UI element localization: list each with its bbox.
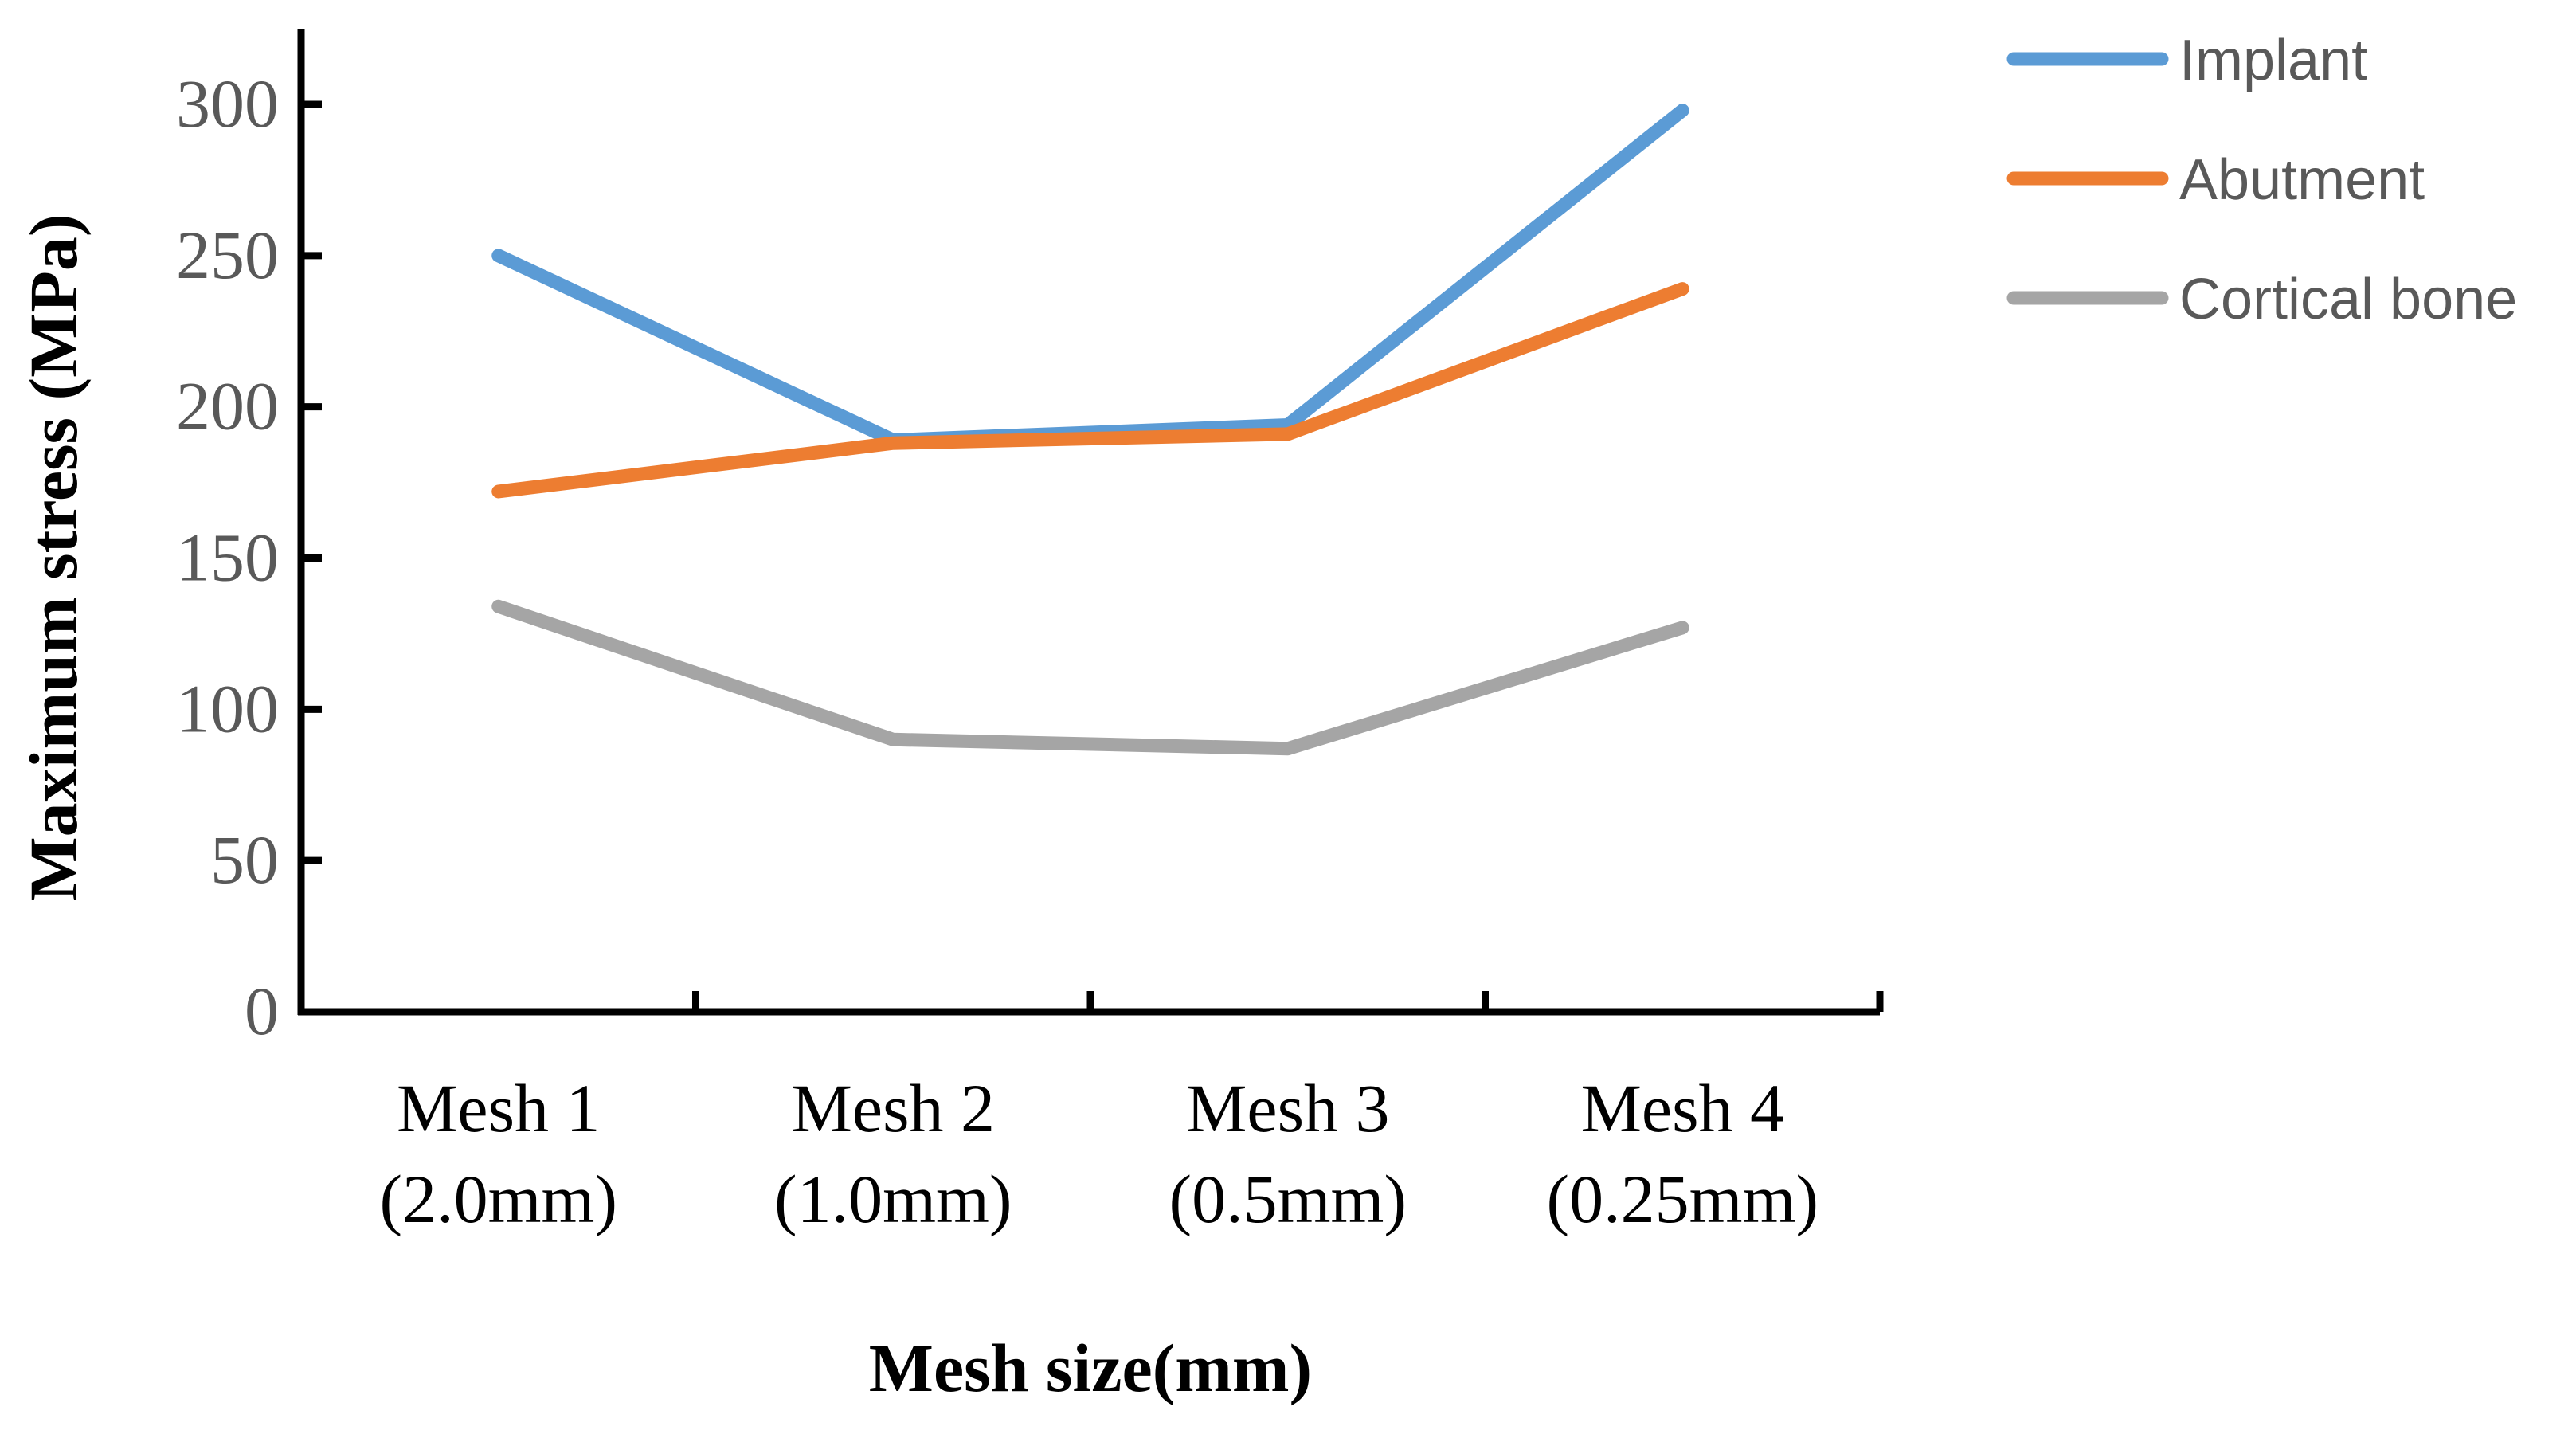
x-category-label: (1.0mm): [774, 1161, 1012, 1237]
series-lines: [491, 104, 1689, 756]
y-axis-ticks: 0 50 100 150 200 250 300: [176, 65, 322, 1049]
series-implant: [491, 104, 1689, 447]
x-category-label: (0.5mm): [1169, 1161, 1407, 1237]
series-line: [491, 104, 1689, 447]
x-axis-category-labels: Mesh 1 (2.0mm) Mesh 2 (1.0mm) Mesh 3 (0.5mm) M…: [379, 1070, 1818, 1237]
legend-item: Abutment: [2006, 148, 2425, 212]
y-tick-label: 50: [210, 821, 279, 898]
legend-label: Abutment: [2179, 148, 2425, 212]
y-axis-title: Maximum stress (MPa): [15, 214, 92, 902]
series-cortical-bone: [491, 599, 1689, 756]
y-tick-label: 250: [176, 217, 279, 293]
x-axis-title: Mesh size(mm): [869, 1330, 1312, 1406]
x-category-label: Mesh 3: [1186, 1070, 1390, 1146]
series-line: [491, 599, 1689, 756]
x-category-label: (2.0mm): [379, 1161, 617, 1237]
y-tick-label: 0: [245, 973, 279, 1049]
y-tick-label: 100: [176, 670, 279, 746]
y-tick-label: 200: [176, 368, 279, 445]
x-category-label: Mesh 1: [397, 1070, 601, 1146]
y-tick-label: 300: [176, 65, 279, 142]
legend: Implant Abutment Cortical bone: [2006, 29, 2517, 331]
legend-label: Cortical bone: [2179, 268, 2517, 331]
series-abutment: [491, 282, 1689, 499]
legend-item: Implant: [2006, 29, 2367, 92]
series-line: [491, 282, 1689, 499]
legend-item: Cortical bone: [2006, 268, 2517, 331]
x-category-label: Mesh 4: [1580, 1070, 1784, 1146]
legend-label: Implant: [2179, 29, 2367, 92]
x-category-label: Mesh 2: [791, 1070, 995, 1146]
x-category-label: (0.25mm): [1546, 1161, 1818, 1237]
y-tick-label: 150: [176, 519, 279, 596]
